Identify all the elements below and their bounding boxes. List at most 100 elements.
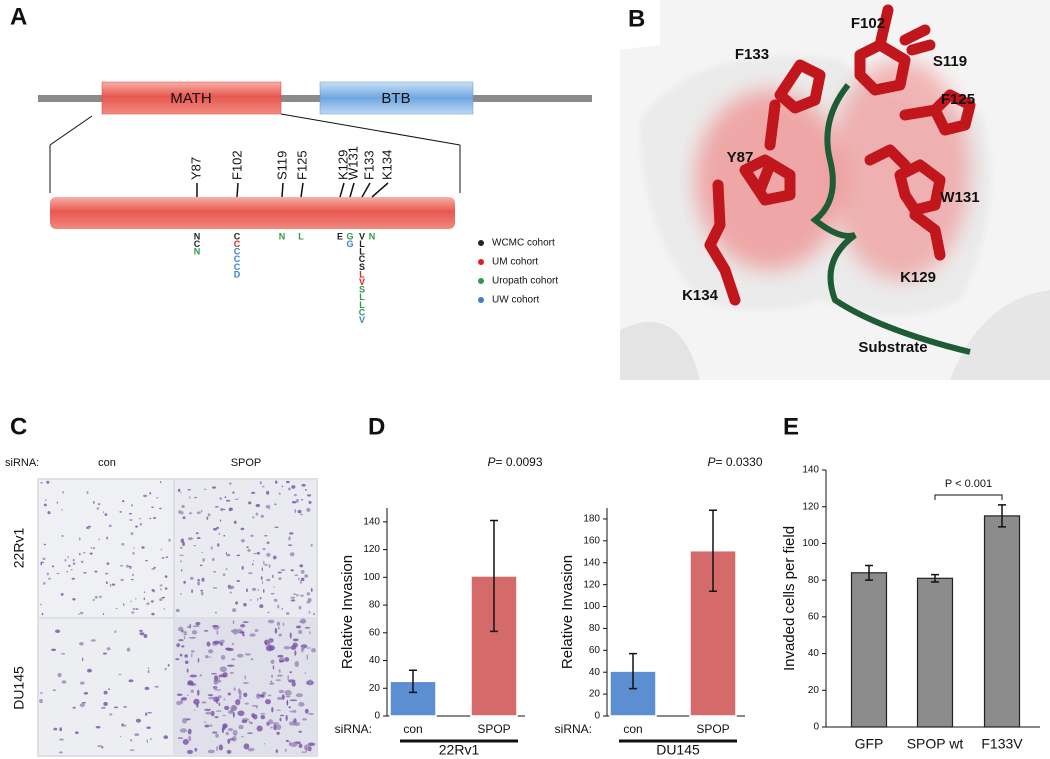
cell xyxy=(147,712,152,714)
cell xyxy=(139,629,143,632)
cell xyxy=(287,674,289,681)
surface-shade xyxy=(950,290,1050,380)
cell xyxy=(311,648,317,653)
cell xyxy=(221,727,225,734)
structure-label: K134 xyxy=(682,287,719,304)
error-bar xyxy=(629,652,637,690)
p-symbol: P xyxy=(487,455,495,469)
cell xyxy=(51,565,54,568)
cell xyxy=(249,599,252,601)
cell xyxy=(272,722,279,725)
cell xyxy=(199,674,202,677)
cell xyxy=(180,492,182,494)
math-bar xyxy=(50,197,455,229)
mutation: V xyxy=(359,277,365,287)
cell xyxy=(59,738,64,741)
cell xyxy=(225,568,228,570)
structure-label: F133 xyxy=(735,46,769,63)
domain-label: MATH xyxy=(170,90,211,107)
cell xyxy=(43,543,47,546)
y-tick-label: 0 xyxy=(374,711,380,722)
cell xyxy=(276,674,284,677)
cell xyxy=(163,735,169,740)
cell xyxy=(216,526,220,529)
cell xyxy=(235,699,241,706)
mutation: D xyxy=(234,269,241,279)
cell xyxy=(298,629,303,635)
y-tick-label: 0 xyxy=(594,711,600,722)
y-tick-label: 140 xyxy=(363,517,380,528)
cell xyxy=(161,557,165,559)
cell xyxy=(304,672,307,674)
cell xyxy=(75,731,79,735)
cell xyxy=(159,598,163,602)
cell xyxy=(47,511,51,515)
residue-tick xyxy=(371,182,389,198)
cell xyxy=(278,669,281,673)
cell xyxy=(204,708,212,711)
cell xyxy=(290,569,294,572)
cell xyxy=(291,485,296,489)
cell xyxy=(252,560,255,562)
cell xyxy=(197,578,200,582)
cell xyxy=(187,728,192,735)
cell xyxy=(188,735,192,742)
x-tick-label: SPOP xyxy=(696,722,729,736)
x-tick-label: SPOP xyxy=(477,722,510,736)
cell xyxy=(300,577,305,582)
math-domain xyxy=(101,81,282,115)
cell xyxy=(178,510,182,515)
cell xyxy=(304,708,309,714)
cell xyxy=(132,551,135,555)
cell xyxy=(251,713,256,718)
y-tick-label: 120 xyxy=(363,544,380,555)
cell xyxy=(247,747,255,752)
cell xyxy=(269,508,271,510)
cell xyxy=(284,748,287,752)
cell xyxy=(265,644,273,652)
cell xyxy=(278,633,282,637)
cell xyxy=(195,621,201,626)
cell xyxy=(236,579,240,582)
cell xyxy=(189,576,194,580)
cell xyxy=(274,503,277,506)
cell xyxy=(304,489,307,491)
cell xyxy=(83,572,87,574)
cell xyxy=(259,604,264,608)
cell xyxy=(61,534,64,537)
cell xyxy=(290,599,296,602)
p-value: P= 0.0093 xyxy=(487,455,542,469)
cell xyxy=(193,709,196,711)
cell xyxy=(196,536,201,540)
cell xyxy=(299,513,304,516)
cell xyxy=(254,629,259,632)
cell xyxy=(219,519,222,522)
cell xyxy=(106,536,108,540)
cell xyxy=(262,589,265,593)
cell xyxy=(213,675,219,681)
cell xyxy=(266,490,270,495)
cell xyxy=(310,544,313,547)
cell xyxy=(215,689,222,691)
cell xyxy=(72,597,76,601)
surface-gap xyxy=(620,0,660,50)
cell xyxy=(211,486,217,489)
mutation: C xyxy=(234,239,241,249)
cell xyxy=(241,736,244,738)
cell xyxy=(307,742,316,747)
cell xyxy=(79,552,81,556)
cell xyxy=(224,496,227,499)
cell xyxy=(187,680,194,685)
cell xyxy=(248,501,252,505)
cell xyxy=(207,649,214,654)
y-tick-label: 20 xyxy=(589,689,601,700)
cell xyxy=(61,652,66,655)
cell xyxy=(250,722,253,725)
cell xyxy=(249,633,256,637)
cell xyxy=(139,517,141,520)
residue-label: Y87 xyxy=(188,157,203,180)
cell xyxy=(276,709,281,711)
legend-label: UW cohort xyxy=(492,295,539,306)
residue-label: F125 xyxy=(294,150,309,180)
cell xyxy=(279,659,285,663)
